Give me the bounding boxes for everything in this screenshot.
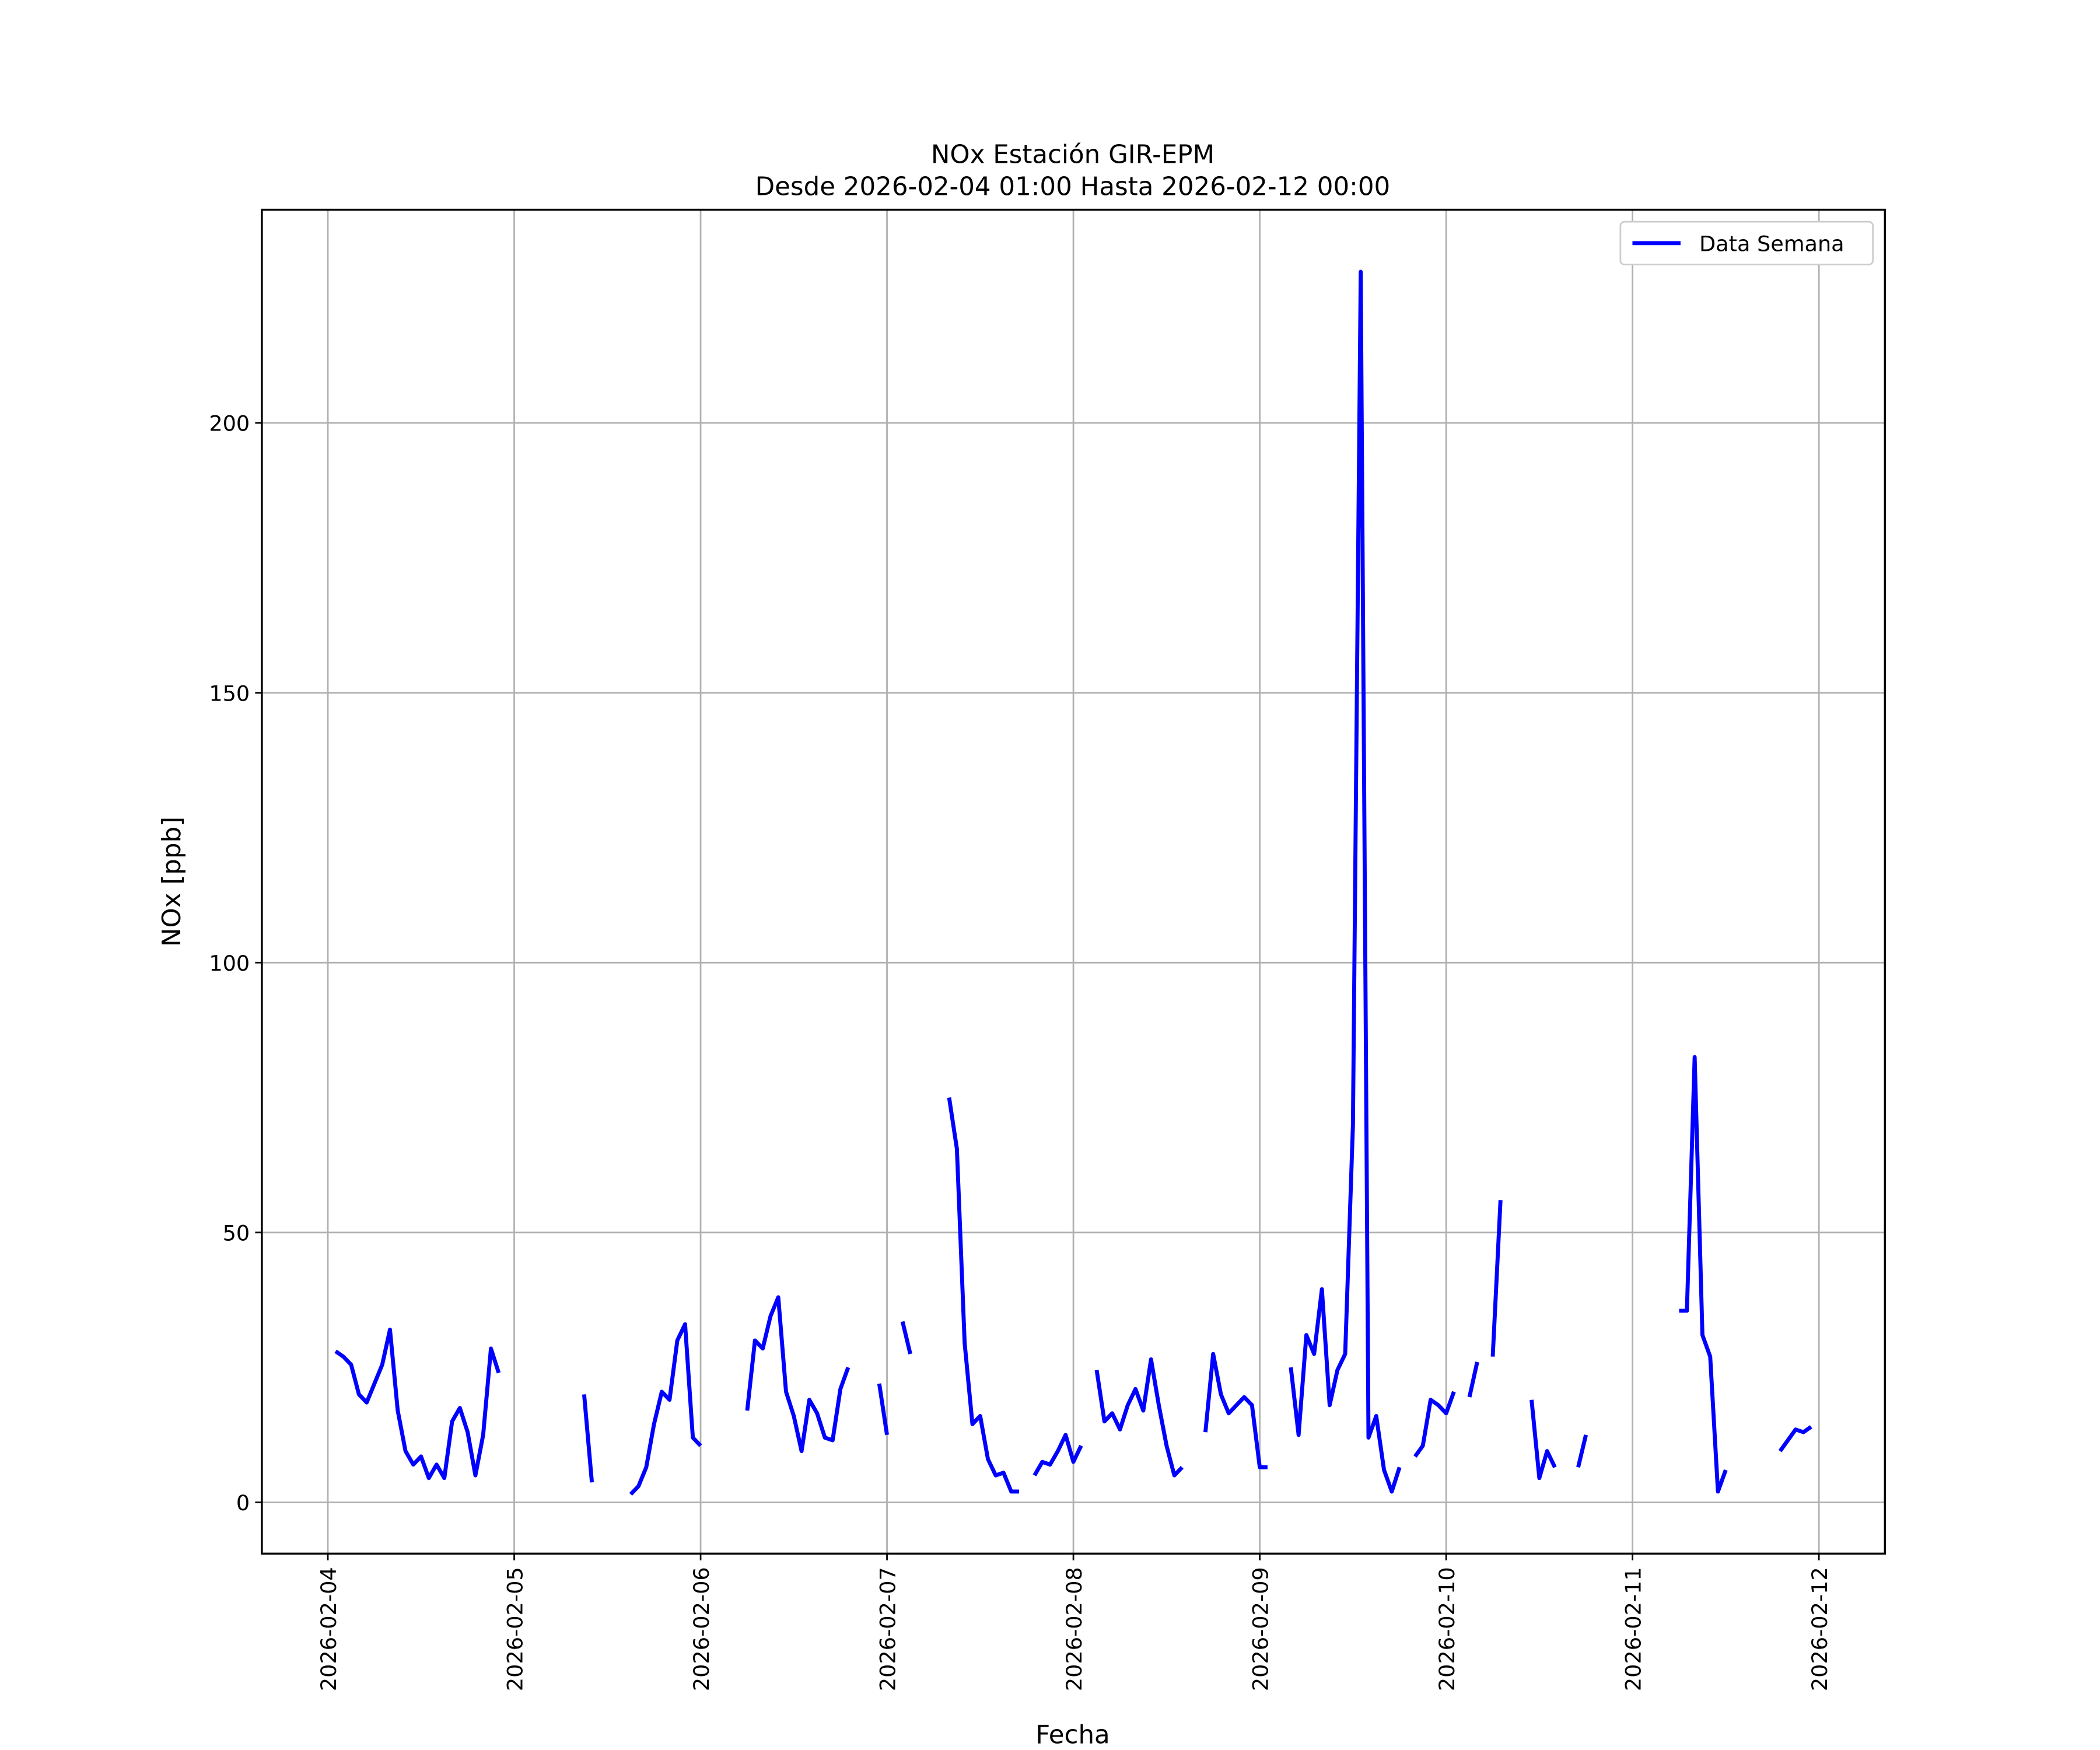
data-line	[334, 270, 1812, 1496]
legend-label: Data Semana	[1699, 232, 1845, 257]
y-tick-label: 0	[236, 1490, 250, 1516]
legend-box	[1619, 220, 1874, 265]
x-tick-label: 2026-02-08	[1062, 1567, 1087, 1691]
y-tick-label: 50	[223, 1221, 250, 1246]
y-tick-label: 200	[209, 411, 250, 436]
y-axis-label: NOx [ppb]	[158, 817, 187, 947]
x-tick-label: 2026-02-10	[1434, 1567, 1460, 1691]
x-tick-label: 2026-02-11	[1620, 1567, 1646, 1691]
chart-subtitle: Desde 2026-02-04 01:00 Hasta 2026-02-12 …	[755, 172, 1390, 201]
x-tick-label: 2026-02-04	[316, 1567, 341, 1691]
x-tick-label: 2026-02-07	[875, 1567, 900, 1691]
plot-frame	[261, 208, 1887, 1555]
x-axis-label: Fecha	[1035, 1721, 1110, 1750]
y-tick-label: 150	[209, 681, 250, 706]
x-tick-label: 2026-02-05	[502, 1567, 527, 1691]
x-tick-label: 2026-02-06	[689, 1567, 714, 1691]
x-tick-label: 2026-02-09	[1248, 1567, 1273, 1691]
y-tick-label: 100	[209, 951, 250, 976]
x-tick-label: 2026-02-12	[1807, 1567, 1832, 1691]
chart-title: NOx Estación GIR-EPM	[931, 140, 1214, 169]
